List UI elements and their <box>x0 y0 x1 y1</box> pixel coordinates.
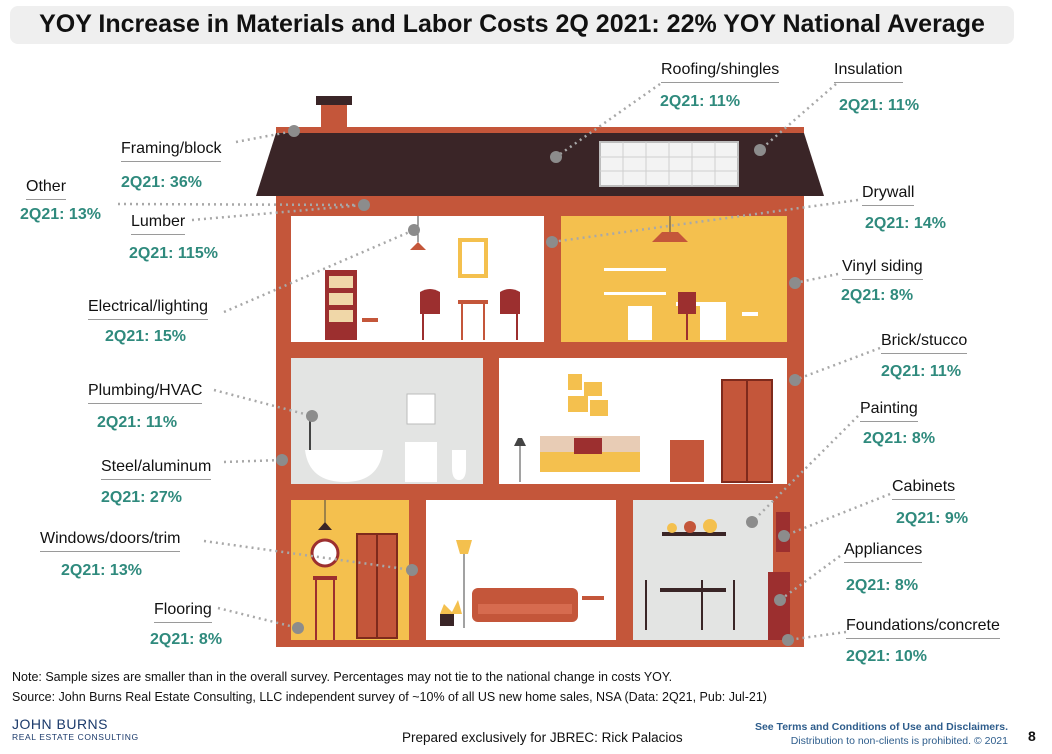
value-windows-doors-trim: 2Q21: 13% <box>61 562 142 579</box>
dot-roofing <box>550 151 562 163</box>
value-plumbing-hvac: 2Q21: 11% <box>97 414 178 431</box>
label-roofing-shingles: Roofing/shingles <box>661 61 780 83</box>
prepared-for: Prepared exclusively for JBREC: Rick Pal… <box>402 730 683 745</box>
value-other: 2Q21: 13% <box>20 206 101 223</box>
value-electrical-lighting: 2Q21: 15% <box>105 328 186 345</box>
label-appliances: Appliances <box>844 541 923 563</box>
chimney <box>321 102 347 130</box>
value-insulation: 2Q21: 11% <box>839 97 920 114</box>
label-windows-doors-trim: Windows/doors/trim <box>40 530 181 552</box>
dot-appliances <box>774 594 786 606</box>
dot-drywall <box>546 236 558 248</box>
value-appliances: 2Q21: 8% <box>846 577 919 594</box>
value-painting: 2Q21: 8% <box>863 430 936 447</box>
value-lumber: 2Q21: 115% <box>129 245 218 262</box>
label-framing-block: Framing/block <box>121 140 222 162</box>
label-flooring: Flooring <box>154 601 212 623</box>
dot-electrical <box>408 224 420 236</box>
value-framing-block: 2Q21: 36% <box>121 174 202 191</box>
roof-trim <box>276 127 804 133</box>
label-vinyl-siding: Vinyl siding <box>842 258 923 280</box>
dot-flooring <box>292 622 304 634</box>
value-cabinets: 2Q21: 9% <box>896 510 969 527</box>
source-note: Source: John Burns Real Estate Consultin… <box>12 690 767 704</box>
page-title: YOY Increase in Materials and Labor Cost… <box>39 10 985 38</box>
terms-link[interactable]: See Terms and Conditions of Use and Disc… <box>754 721 1008 733</box>
label-painting: Painting <box>860 400 918 422</box>
dot-painting <box>746 516 758 528</box>
dot-insulation <box>754 144 766 156</box>
value-foundations-concrete: 2Q21: 10% <box>846 648 927 665</box>
dot-windows <box>406 564 418 576</box>
value-steel-aluminum: 2Q21: 27% <box>101 489 182 506</box>
label-plumbing-hvac: Plumbing/HVAC <box>88 382 203 404</box>
logo-main-text: JOHN BURNS <box>12 716 109 732</box>
label-other: Other <box>26 178 67 200</box>
value-brick-stucco: 2Q21: 11% <box>881 363 962 380</box>
label-brick-stucco: Brick/stucco <box>881 332 968 354</box>
dot-framing <box>288 125 300 137</box>
value-vinyl-siding: 2Q21: 8% <box>841 287 914 304</box>
value-flooring: 2Q21: 8% <box>150 631 223 648</box>
dot-steel <box>276 454 288 466</box>
footnote: Note: Sample sizes are smaller than in t… <box>12 670 673 684</box>
label-electrical-lighting: Electrical/lighting <box>88 298 209 320</box>
value-drywall: 2Q21: 14% <box>865 215 946 232</box>
dot-lumber <box>358 199 370 211</box>
label-steel-aluminum: Steel/aluminum <box>101 458 212 480</box>
dot-plumbing <box>306 410 318 422</box>
dot-foundations <box>782 634 794 646</box>
dot-vinyl <box>789 277 801 289</box>
label-cabinets: Cabinets <box>892 478 956 500</box>
label-lumber: Lumber <box>131 213 186 235</box>
label-foundations-concrete: Foundations/concrete <box>846 617 1000 639</box>
logo-sub-text: REAL ESTATE CONSULTING <box>12 732 139 742</box>
dot-cabinets <box>778 530 790 542</box>
john-burns-logo: JOHN BURNS REAL ESTATE CONSULTING <box>12 716 139 742</box>
page-number: 8 <box>1028 728 1036 744</box>
label-insulation: Insulation <box>834 61 903 83</box>
title-bar: YOY Increase in Materials and Labor Cost… <box>10 6 1014 44</box>
value-roofing-shingles: 2Q21: 11% <box>660 93 741 110</box>
distribution-note: Distribution to non-clients is prohibite… <box>790 735 1008 747</box>
label-drywall: Drywall <box>862 184 915 206</box>
terms-disclaimer: See Terms and Conditions of Use and Disc… <box>755 720 1008 748</box>
chimney-cap <box>316 96 352 105</box>
dot-brick <box>789 374 801 386</box>
